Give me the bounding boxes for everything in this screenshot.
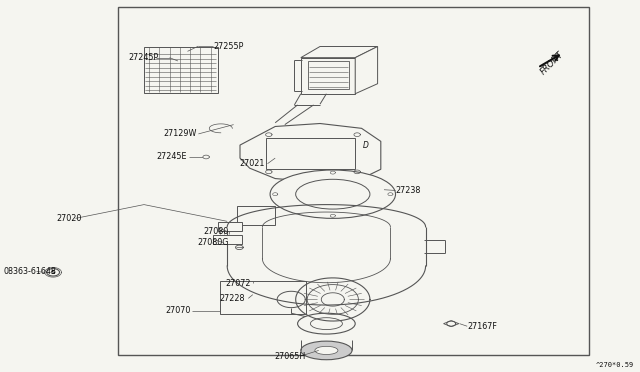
Polygon shape — [240, 124, 381, 182]
Ellipse shape — [301, 341, 352, 360]
Text: ^270*0.59: ^270*0.59 — [595, 362, 634, 368]
Text: FRONT: FRONT — [539, 50, 566, 77]
Text: 27228: 27228 — [220, 294, 245, 303]
Polygon shape — [301, 58, 355, 94]
Bar — [118, 7, 589, 355]
Text: 27072: 27072 — [225, 279, 251, 288]
Text: 27245P: 27245P — [128, 53, 158, 62]
Polygon shape — [47, 269, 60, 276]
Polygon shape — [354, 170, 360, 174]
Text: 08363-61648: 08363-61648 — [3, 267, 56, 276]
Ellipse shape — [315, 346, 338, 355]
Ellipse shape — [310, 318, 342, 330]
Polygon shape — [444, 321, 459, 327]
Polygon shape — [307, 285, 358, 314]
Bar — [213, 235, 242, 244]
Text: 27020: 27020 — [56, 214, 82, 223]
Text: 27065H: 27065H — [274, 352, 305, 360]
Polygon shape — [330, 214, 335, 217]
Polygon shape — [330, 171, 335, 174]
Bar — [237, 206, 275, 225]
Text: 27238: 27238 — [396, 186, 421, 195]
Ellipse shape — [270, 170, 396, 218]
Text: 27021: 27021 — [239, 159, 265, 168]
Text: 27245E: 27245E — [157, 153, 188, 161]
Ellipse shape — [298, 313, 355, 334]
Text: D: D — [363, 141, 369, 150]
Polygon shape — [321, 293, 344, 306]
Polygon shape — [266, 170, 272, 174]
Polygon shape — [277, 291, 305, 308]
Polygon shape — [388, 193, 393, 196]
Polygon shape — [355, 46, 378, 94]
Text: 27167F: 27167F — [467, 322, 497, 331]
Polygon shape — [301, 46, 378, 58]
Text: 27255P: 27255P — [213, 42, 243, 51]
Text: 27080G: 27080G — [197, 238, 228, 247]
Ellipse shape — [296, 179, 370, 209]
Text: 27070: 27070 — [165, 306, 191, 315]
Polygon shape — [273, 193, 278, 196]
Text: 27129W: 27129W — [163, 129, 196, 138]
Bar — [220, 281, 306, 314]
Polygon shape — [203, 155, 209, 159]
Text: S: S — [51, 270, 56, 275]
Bar — [144, 46, 218, 93]
Polygon shape — [447, 321, 456, 326]
Polygon shape — [296, 278, 370, 321]
Polygon shape — [354, 133, 360, 137]
Polygon shape — [236, 245, 243, 250]
Polygon shape — [266, 133, 272, 137]
Text: 27080: 27080 — [204, 227, 228, 236]
Bar — [218, 222, 242, 231]
